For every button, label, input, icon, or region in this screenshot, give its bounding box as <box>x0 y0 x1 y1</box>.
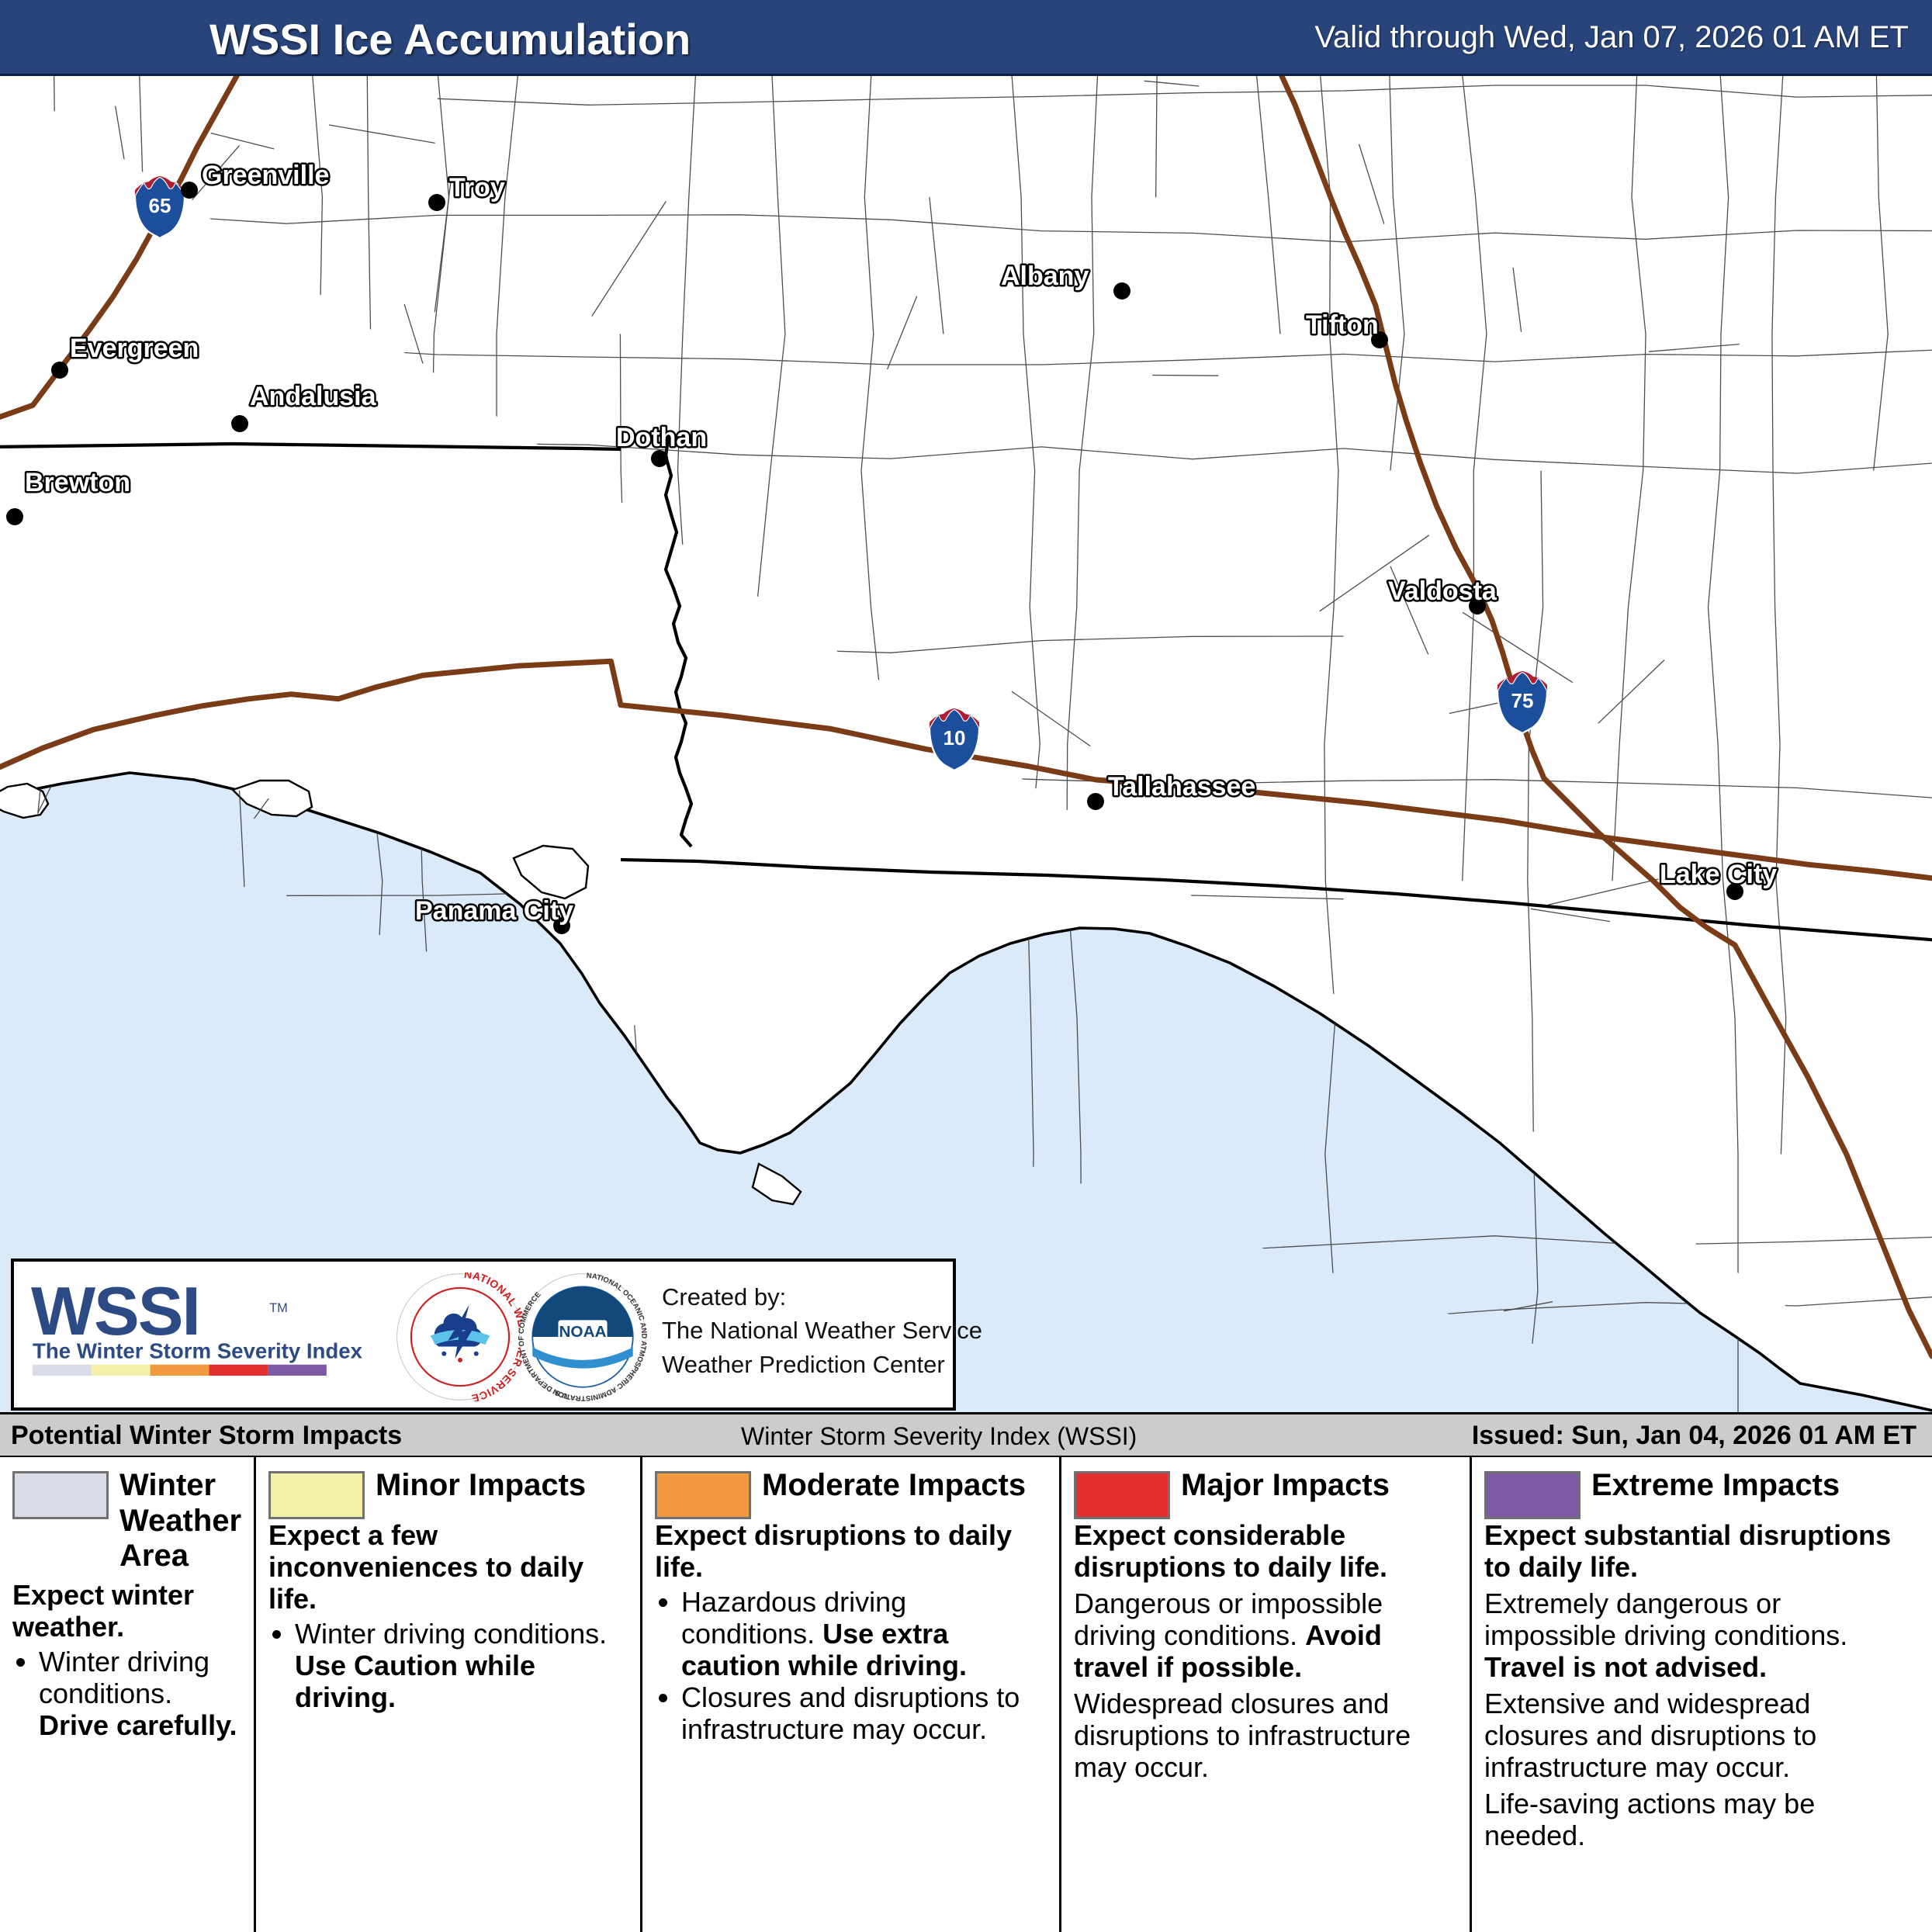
svg-text:Tallahassee: Tallahassee <box>1108 772 1255 802</box>
svg-text:Evergreen: Evergreen <box>70 334 199 363</box>
svg-text:The Winter Storm Severity Inde: The Winter Storm Severity Index <box>33 1339 363 1363</box>
svg-text:Panama City: Panama City <box>415 896 573 926</box>
svg-text:Troy: Troy <box>449 173 505 203</box>
svg-text:Andalusia: Andalusia <box>250 382 377 411</box>
svg-text:65: 65 <box>149 194 171 217</box>
svg-text:75: 75 <box>1511 689 1534 712</box>
svg-text:NOAA: NOAA <box>559 1323 606 1341</box>
svg-text:Greenville: Greenville <box>202 161 329 190</box>
svg-text:Brewton: Brewton <box>25 468 130 497</box>
svg-text:WSSI: WSSI <box>31 1272 199 1349</box>
svg-text:Dothan: Dothan <box>616 423 707 452</box>
svg-text:10: 10 <box>943 726 966 750</box>
svg-text:Valdosta: Valdosta <box>1388 576 1497 606</box>
svg-text:TM: TM <box>269 1301 288 1315</box>
svg-text:Lake City: Lake City <box>1660 860 1777 889</box>
svg-text:Tifton: Tifton <box>1306 310 1379 340</box>
svg-text:Albany: Albany <box>1001 261 1089 291</box>
